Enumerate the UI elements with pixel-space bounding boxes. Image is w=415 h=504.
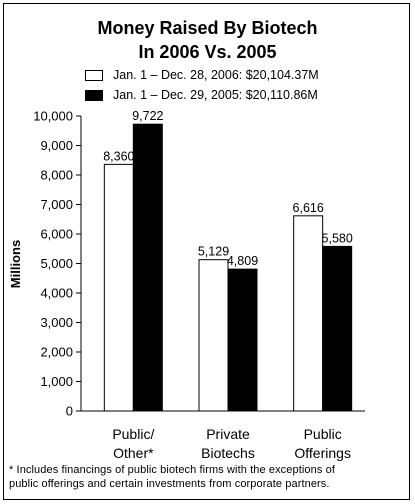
- y-tick-label: 1,000: [40, 374, 73, 389]
- y-tick-label: 5,000: [40, 256, 73, 271]
- x-category-label: Public/: [112, 426, 154, 442]
- bar-2005-0: [132, 123, 163, 412]
- x-category-label: Public: [304, 426, 342, 442]
- legend-swatch-2006: [85, 69, 103, 81]
- legend-label-2005: Jan. 1 – Dec. 29, 2005: $20,110.86M: [113, 88, 318, 102]
- legend-item-2005: Jan. 1 – Dec. 29, 2005: $20,110.86M: [85, 88, 318, 102]
- bar-2005-2: [322, 245, 353, 412]
- bar-value-label: 4,809: [227, 254, 258, 268]
- x-category-label: Offerings: [294, 445, 351, 461]
- y-tick-label: 10,000: [33, 109, 73, 124]
- y-tick-label: 2,000: [40, 345, 73, 360]
- y-tick-label: 8,000: [40, 168, 73, 183]
- x-category-label: Private: [206, 426, 250, 442]
- y-axis-title: Millions: [8, 240, 23, 288]
- bar-value-label: 8,360: [103, 149, 134, 163]
- footnote: * Includes financings of public biotech …: [9, 463, 409, 491]
- chart-title-line-2: In 2006 Vs. 2005: [138, 42, 277, 62]
- y-tick-label: 7,000: [40, 197, 73, 212]
- bar-2005-1: [227, 268, 258, 412]
- bar-2006-2: [293, 215, 324, 412]
- bar-2006-1: [198, 259, 229, 412]
- x-category-label: Biotechs: [201, 445, 255, 461]
- y-tick-label: 9,000: [40, 138, 73, 153]
- chart-title-line-1: Money Raised By Biotech: [97, 18, 318, 38]
- bar-value-label: 5,580: [322, 231, 353, 245]
- footnote-line-2: public offerings and certain investments…: [9, 478, 330, 490]
- legend-item-2006: Jan. 1 – Dec. 28, 2006: $20,104.37M: [85, 68, 319, 82]
- y-tick-label: 4,000: [40, 286, 73, 301]
- footnote-line-1: * Includes financings of public biotech …: [9, 464, 335, 476]
- bar-value-label: 9,722: [132, 109, 163, 123]
- legend-swatch-2005: [85, 89, 103, 101]
- y-tick-label: 6,000: [40, 227, 73, 242]
- bar-2006-0: [103, 163, 134, 412]
- y-tick-label: 3,000: [40, 315, 73, 330]
- bar-value-label: 6,616: [293, 201, 324, 215]
- y-tick-label: 0: [66, 404, 73, 419]
- bar-value-label: 5,129: [198, 245, 229, 259]
- legend-label-2006: Jan. 1 – Dec. 28, 2006: $20,104.37M: [113, 68, 319, 82]
- x-category-label: Other*: [113, 445, 154, 461]
